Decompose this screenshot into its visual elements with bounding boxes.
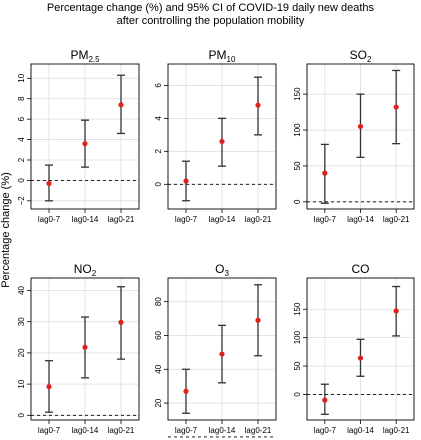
panel-title: PM10 [209, 48, 236, 64]
y-tick-label: 0 [293, 392, 302, 397]
y-tick-label: 2 [154, 149, 163, 154]
data-point [118, 319, 124, 325]
figure-title-line-1: Percentage change (%) and 95% CI of COVI… [46, 2, 375, 14]
x-tick-label: lag0-7 [314, 426, 337, 435]
x-tick-label: lag0-14 [72, 215, 99, 224]
panel-6: 0 50 100 150 lag0-7 lag0-14 lag0-21 CO [293, 262, 415, 435]
y-axis-label: Percentage change (%) [0, 172, 12, 288]
y-tick-label: 100 [293, 123, 302, 137]
panel-3: 0 50 100 150 lag0-7 lag0-14 lag0-21 SO2 [293, 48, 415, 224]
y-tick-label: 50 [293, 161, 302, 170]
data-point [219, 351, 225, 357]
y-tick-label: 0 [293, 199, 302, 204]
y-tick-label: 150 [293, 87, 302, 101]
y-tick-label: 10 [17, 379, 26, 388]
figure-title: Percentage change (%) and 95% CI of COVI… [0, 2, 421, 28]
data-point [393, 104, 399, 110]
panel-title: PM2.5 [70, 48, 100, 64]
x-tick-label: lag0-7 [175, 426, 198, 435]
figure-title-line-2: after controlling the population mobilit… [116, 15, 305, 27]
y-tick-label: 4 [17, 137, 26, 142]
data-point [393, 308, 399, 314]
data-point [183, 178, 189, 184]
y-tick-label: 50 [293, 361, 302, 370]
panel-title: NO2 [74, 262, 97, 278]
data-point [183, 388, 189, 394]
y-tick-label: 6 [17, 116, 26, 121]
data-point [322, 170, 328, 176]
x-tick-label: lag0-21 [383, 426, 410, 435]
data-point [118, 102, 124, 108]
x-tick-label: lag0-7 [38, 426, 61, 435]
x-tick-label: lag0-7 [314, 215, 337, 224]
x-tick-label: lag0-7 [38, 215, 61, 224]
panel-5: 20 40 60 80 lag0-7 lag0-14 lag0-21 O3 [154, 262, 277, 438]
panel-title: SO2 [350, 48, 372, 64]
panel-1: −2 0 2 4 6 8 10 lag0-7 lag0-14 lag0-21 PM2.5 [17, 48, 140, 224]
panel-title: O3 [215, 262, 229, 278]
data-point [82, 344, 88, 350]
y-tick-label: 10 [17, 73, 26, 82]
x-tick-label: lag0-7 [175, 215, 198, 224]
y-tick-label: 0 [17, 178, 26, 183]
x-tick-label: lag0-14 [347, 426, 374, 435]
data-point [357, 123, 364, 130]
panel-2: 0 2 4 6 lag0-7 lag0-14 lag0-21 PM10 [154, 48, 277, 224]
data-point [255, 317, 261, 323]
x-tick-label: lag0-14 [209, 426, 236, 435]
y-tick-label: 40 [17, 285, 26, 294]
panel-4: 0 10 20 30 40 lag0-7 lag0-14 lag0-21 NO2 [17, 262, 140, 435]
data-point [322, 397, 328, 403]
x-tick-label: lag0-14 [209, 215, 236, 224]
data-point [46, 180, 52, 187]
x-tick-label: lag0-14 [347, 215, 374, 224]
data-point [46, 384, 52, 390]
y-tick-label: 0 [154, 182, 163, 187]
y-tick-label: 6 [154, 83, 163, 88]
x-tick-label: lag0-14 [72, 426, 99, 435]
y-tick-label: 8 [17, 96, 26, 101]
y-tick-label: 2 [17, 157, 26, 162]
x-tick-label: lag0-21 [245, 426, 272, 435]
x-tick-label: lag0-21 [108, 215, 135, 224]
data-point [255, 102, 261, 108]
panel-title: CO [352, 262, 370, 276]
y-tick-label: −2 [17, 196, 26, 206]
y-tick-label: 20 [17, 348, 26, 357]
x-tick-label: lag0-21 [245, 215, 272, 224]
x-tick-label: lag0-21 [108, 426, 135, 435]
y-tick-label: 100 [293, 330, 302, 344]
x-tick-label: lag0-21 [383, 215, 410, 224]
data-point [357, 355, 364, 361]
y-tick-label: 40 [154, 364, 163, 373]
y-tick-label: 60 [154, 330, 163, 339]
data-point [82, 141, 88, 147]
data-point [219, 138, 225, 145]
y-tick-label: 30 [17, 317, 26, 326]
y-tick-label: 4 [154, 116, 163, 121]
y-tick-label: 20 [154, 398, 163, 407]
y-tick-label: 150 [293, 302, 302, 316]
y-tick-label: 80 [154, 297, 163, 306]
y-tick-label: 0 [17, 413, 26, 418]
